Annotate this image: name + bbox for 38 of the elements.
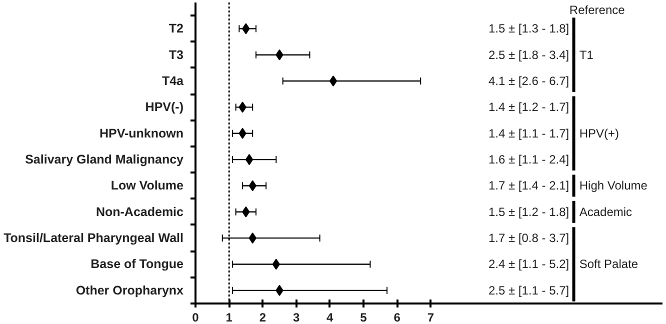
annotation: High Volume <box>579 178 648 193</box>
annotation: 4.1 ± [2.6 - 6.7] <box>488 74 570 88</box>
annotation: 1.4 ± [1.1 - 1.7] <box>488 126 570 140</box>
x-tick-label: 1 <box>226 310 233 324</box>
x-tick-label: 4 <box>326 310 334 324</box>
annotation: HPV(+) <box>579 126 620 140</box>
annotation: 1.7 ± [1.4 - 2.1] <box>488 178 570 193</box>
annotation: 1.6 ± [1.1 - 2.4] <box>488 152 570 167</box>
y-tick-label: HPV(-) <box>145 100 184 114</box>
annotation: Academic <box>579 204 632 219</box>
y-tick-label: Salivary Gland Malignancy <box>25 152 184 167</box>
annotation: 1.4 ± [1.2 - 1.7] <box>488 100 570 114</box>
y-tick-label: HPV-unknown <box>99 126 184 140</box>
y-tick-label: T2 <box>168 22 184 36</box>
annotation: Soft Palate <box>579 257 638 272</box>
x-tick-label: 7 <box>427 310 434 324</box>
annotation: Reference <box>569 2 626 17</box>
y-tick-label: Non-Academic <box>96 204 184 219</box>
y-tick-label: T4a <box>162 74 185 88</box>
annotation: 1.7 ± [0.8 - 3.7] <box>488 231 570 246</box>
annotation: 2.5 ± [1.1 - 5.7] <box>488 283 570 298</box>
annotation: T1 <box>579 48 594 62</box>
point <box>245 154 254 166</box>
annotation: 2.4 ± [1.1 - 5.2] <box>488 257 570 272</box>
y-tick-label: T3 <box>168 48 184 62</box>
point <box>329 76 338 87</box>
y-tick-label: Tonsil/Lateral Pharyngeal Wall <box>4 231 184 246</box>
annotation: 1.5 ± [1.2 - 1.8] <box>488 204 570 219</box>
x-tick-label: 5 <box>360 310 368 324</box>
x-tick-label: 6 <box>394 310 401 324</box>
y-tick-label: Low Volume <box>110 178 184 193</box>
y-tick-label: Base of Tongue <box>90 257 184 272</box>
x-tick-label: 2 <box>259 310 266 324</box>
x-tick-label: 3 <box>292 310 300 324</box>
annotation: 2.5 ± [1.8 - 3.4] <box>488 48 570 62</box>
x-tick-label: 0 <box>192 310 200 324</box>
y-tick-label: Other Oropharynx <box>76 283 184 298</box>
annotation: 1.5 ± [1.3 - 1.8] <box>488 22 570 36</box>
